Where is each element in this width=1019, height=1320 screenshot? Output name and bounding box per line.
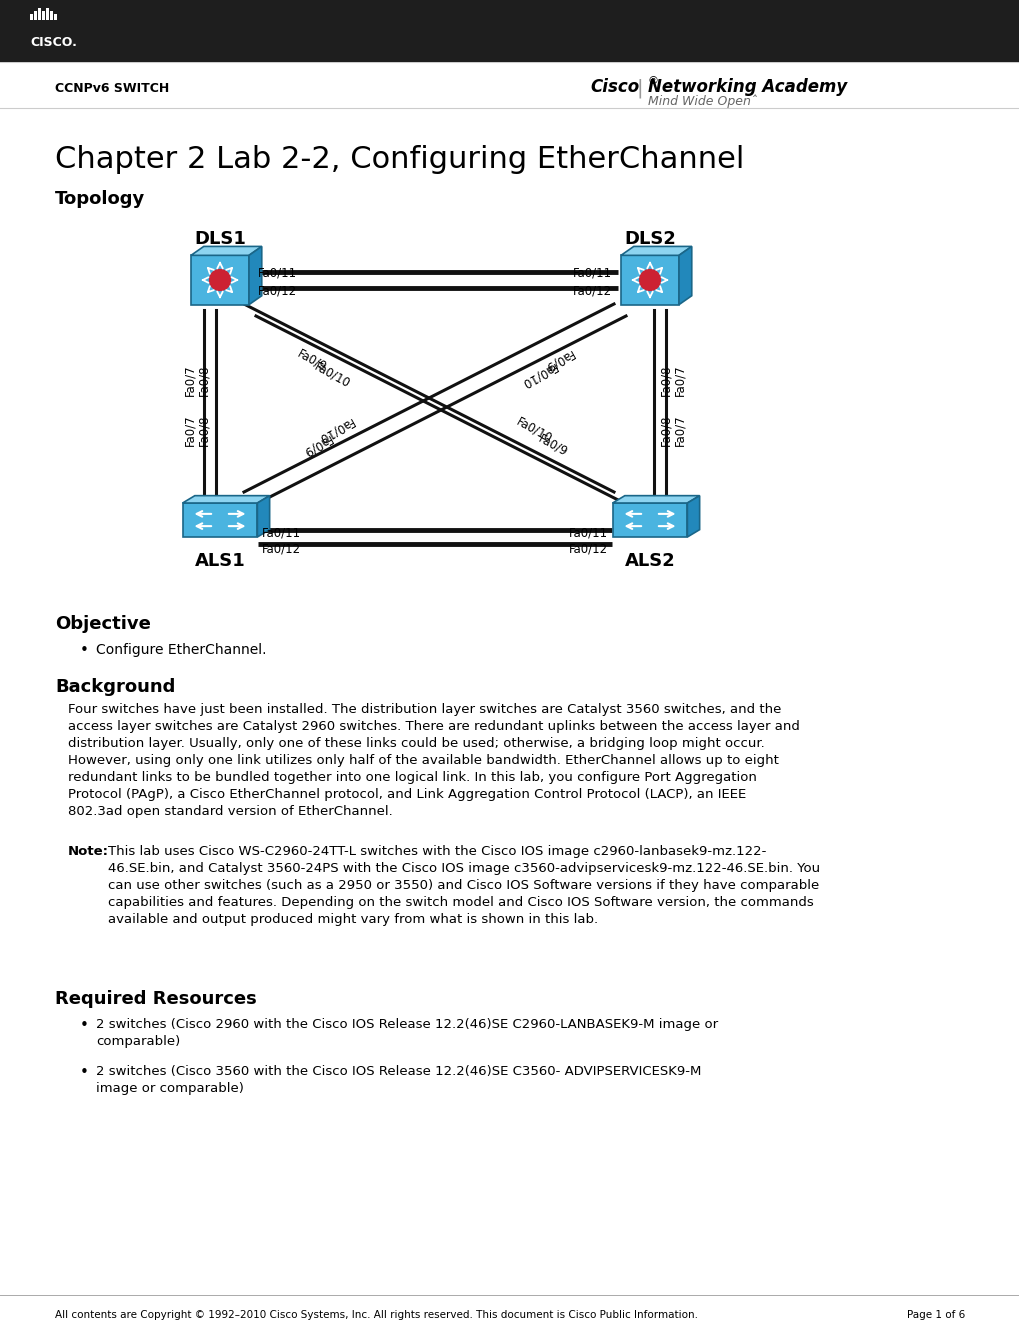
Text: 2 switches (Cisco 2960 with the Cisco IOS Release 12.2(46)SE C2960-LANBASEK9-M i: 2 switches (Cisco 2960 with the Cisco IO… [96, 1018, 717, 1048]
Text: ALS1: ALS1 [195, 552, 246, 570]
Text: Fa0/9: Fa0/9 [300, 432, 333, 458]
Text: Fa0/12: Fa0/12 [569, 543, 607, 554]
Text: |: | [637, 78, 643, 98]
Text: All contents are Copyright © 1992–2010 Cisco Systems, Inc. All rights reserved. : All contents are Copyright © 1992–2010 C… [55, 1309, 697, 1320]
Text: CISCO.: CISCO. [30, 36, 76, 49]
Polygon shape [191, 247, 262, 255]
Bar [50, 11, 53, 20]
Text: Chapter 2 Lab 2-2, Configuring EtherChannel: Chapter 2 Lab 2-2, Configuring EtherChan… [55, 145, 744, 174]
Text: •: • [79, 1065, 89, 1080]
Text: Fa0/10: Fa0/10 [517, 360, 557, 391]
Text: Required Resources: Required Resources [55, 990, 257, 1008]
Text: Fa0/7: Fa0/7 [183, 414, 197, 446]
Polygon shape [621, 247, 691, 255]
Text: CCNPv6 SWITCH: CCNPv6 SWITCH [55, 82, 169, 95]
Text: Topology: Topology [55, 190, 145, 209]
Text: Fa0/9: Fa0/9 [294, 347, 329, 374]
Text: Fa0/10: Fa0/10 [312, 360, 352, 391]
Text: Fa0/11: Fa0/11 [258, 267, 297, 279]
Text: DLS1: DLS1 [194, 230, 246, 248]
Text: Fa0/12: Fa0/12 [573, 285, 611, 298]
Text: This lab uses Cisco WS-C2960-24TT-L switches with the Cisco IOS image c2960-lanb: This lab uses Cisco WS-C2960-24TT-L swit… [108, 845, 819, 927]
Text: Objective: Objective [55, 615, 151, 634]
Text: Fa0/10: Fa0/10 [515, 414, 554, 445]
Circle shape [209, 269, 230, 290]
Text: Fa0/12: Fa0/12 [258, 285, 297, 298]
Text: 2 switches (Cisco 3560 with the Cisco IOS Release 12.2(46)SE C3560- ADVIPSERVICE: 2 switches (Cisco 3560 with the Cisco IO… [96, 1065, 701, 1096]
Text: Cisco: Cisco [589, 78, 639, 96]
Polygon shape [257, 495, 269, 537]
Polygon shape [687, 495, 699, 537]
Circle shape [639, 269, 659, 290]
Text: Fa0/7: Fa0/7 [183, 364, 197, 396]
Text: Fa0/11: Fa0/11 [573, 267, 611, 279]
Bar [42, 11, 45, 20]
Text: Fa0/8: Fa0/8 [659, 364, 672, 396]
Bar [612, 503, 687, 537]
Text: ®: ® [647, 77, 658, 86]
Bar [191, 255, 249, 305]
Bar [54, 15, 57, 20]
Text: Fa0/7: Fa0/7 [673, 414, 686, 446]
Bar [46, 8, 49, 20]
Text: Fa0/11: Fa0/11 [569, 525, 607, 539]
Text: ALS2: ALS2 [624, 552, 675, 570]
Polygon shape [249, 247, 262, 305]
Text: •: • [79, 1018, 89, 1034]
Text: Four switches have just been installed. The distribution layer switches are Cata: Four switches have just been installed. … [68, 704, 799, 818]
Text: Fa0/8: Fa0/8 [659, 414, 672, 446]
Text: Background: Background [55, 678, 175, 696]
Text: Mind Wide Openˆ: Mind Wide Openˆ [647, 95, 756, 108]
Text: Configure EtherChannel.: Configure EtherChannel. [96, 643, 266, 657]
Text: Page 1 of 6: Page 1 of 6 [906, 1309, 964, 1320]
Text: Fa0/11: Fa0/11 [262, 525, 301, 539]
Bar [34, 11, 37, 20]
Bar [182, 503, 257, 537]
Text: Fa0/9: Fa0/9 [536, 432, 570, 458]
Text: Fa0/9: Fa0/9 [540, 347, 575, 374]
Text: Note: This lab uses Cisco WS-C2960-24TT-L switches with the Cisco IOS image c296: Note: This lab uses Cisco WS-C2960-24TT-… [68, 845, 780, 927]
Bar [30, 15, 33, 20]
Text: Fa0/7: Fa0/7 [673, 364, 686, 396]
Polygon shape [182, 495, 269, 503]
Bar [0, 0, 1019, 62]
Polygon shape [679, 247, 691, 305]
Bar [38, 8, 41, 20]
Text: Fa0/8: Fa0/8 [198, 414, 210, 446]
Text: Fa0/8: Fa0/8 [198, 364, 210, 396]
Text: Fa0/12: Fa0/12 [262, 543, 301, 554]
Text: DLS2: DLS2 [624, 230, 676, 248]
Polygon shape [612, 495, 699, 503]
Text: Note:: Note: [68, 845, 109, 858]
Bar [621, 255, 679, 305]
Text: Networking Academy: Networking Academy [647, 78, 847, 96]
Text: •: • [79, 643, 89, 657]
Text: Fa0/10: Fa0/10 [315, 414, 355, 445]
